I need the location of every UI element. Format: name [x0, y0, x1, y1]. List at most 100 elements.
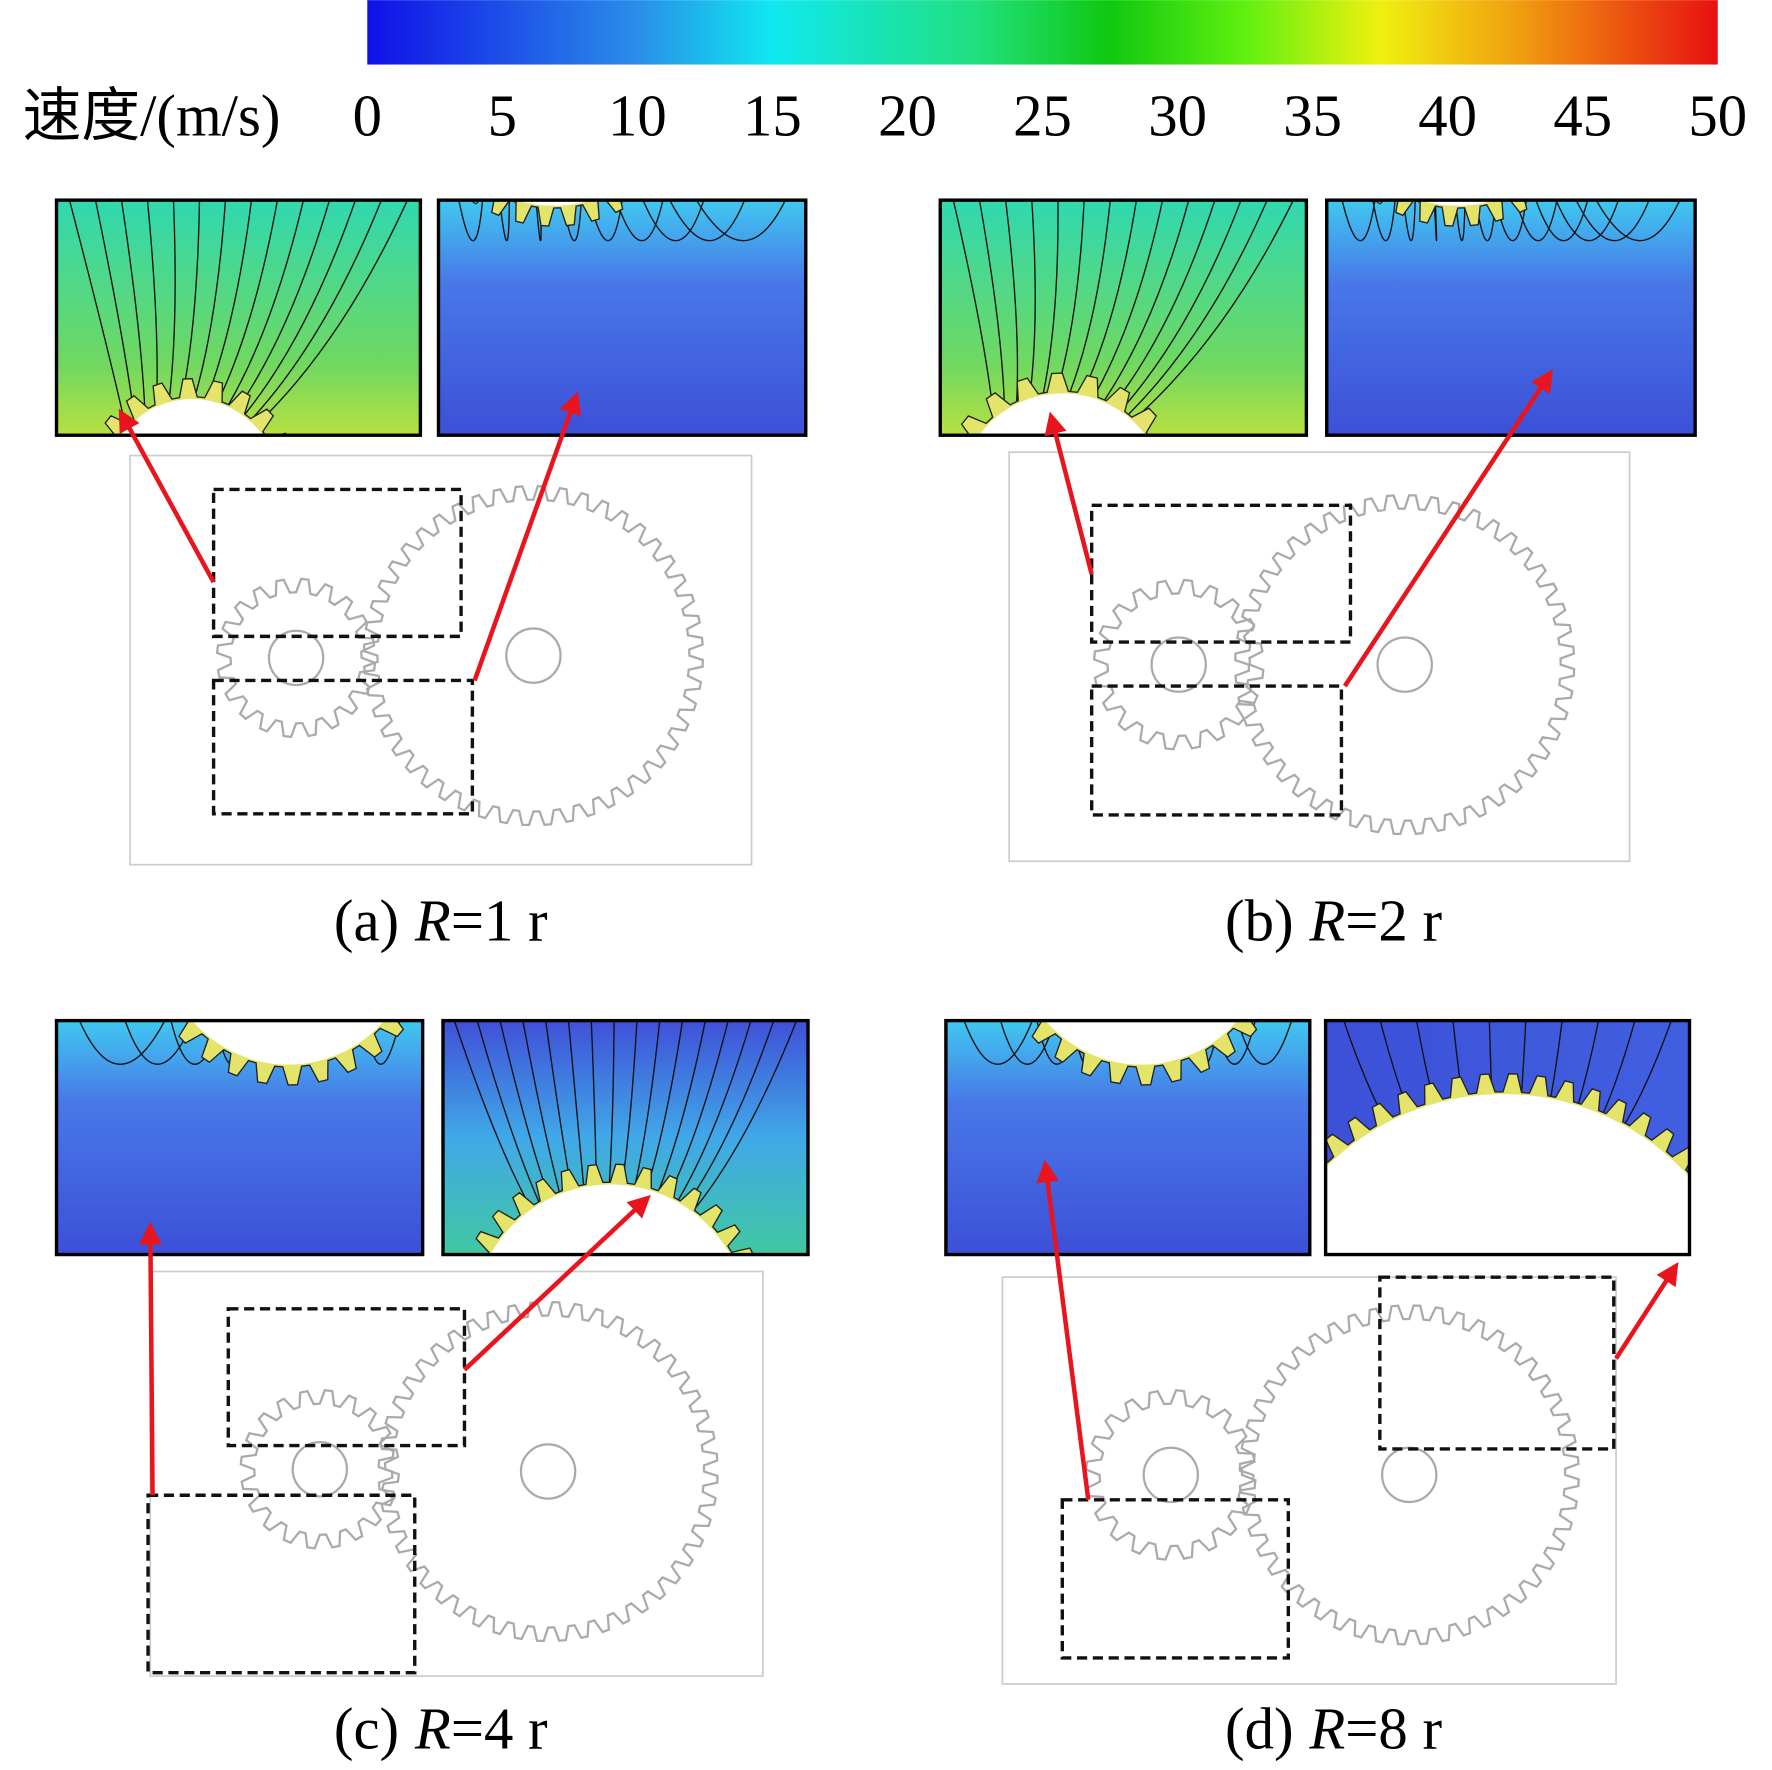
streamline	[1372, 200, 1396, 242]
streamline	[1595, 200, 1681, 242]
streamline	[1575, 200, 1650, 242]
streamline	[1341, 200, 1376, 242]
gear-outline	[239, 1389, 401, 1550]
streamline	[1108, 200, 1242, 424]
caption-tag: (c)	[334, 1696, 399, 1761]
zoom-box	[211, 487, 463, 639]
gear-outline	[1234, 494, 1576, 836]
shaft	[519, 1443, 577, 1500]
gear-outline	[1238, 1304, 1580, 1646]
zoom-arrow	[1614, 1262, 1679, 1360]
zoom-arrow	[472, 391, 581, 682]
caption-value: =4 r	[451, 1696, 548, 1761]
panel-caption: (d) R=8 r	[1225, 1696, 1442, 1761]
streamline	[238, 200, 357, 423]
gear-body	[121, 399, 263, 436]
streamline	[217, 200, 305, 423]
inset-frame	[1323, 1018, 1692, 1257]
zoom-box	[1378, 1275, 1616, 1451]
zoom-box	[146, 1493, 417, 1675]
shaft	[1376, 636, 1433, 693]
inset-frame	[944, 1018, 1312, 1257]
streamline	[1129, 200, 1294, 424]
caption-symbol: R	[1308, 1696, 1345, 1761]
zoom-box	[1060, 1498, 1291, 1660]
inset-frame	[54, 1018, 425, 1257]
inset-image	[438, 200, 806, 436]
colorbar-tick-label: 20	[878, 84, 937, 149]
inset-frame	[938, 198, 1309, 437]
gear-outline	[362, 485, 704, 827]
flow-domain	[1008, 451, 1631, 863]
streamline	[1237, 1020, 1293, 1065]
gear-body	[490, 1184, 731, 1255]
streamline	[68, 200, 126, 422]
colorbar-tick-label: 50	[1688, 84, 1747, 149]
streamline	[669, 200, 746, 242]
zoom-arrow	[1036, 1159, 1091, 1501]
gear-outline	[377, 1300, 719, 1643]
colorbar-tick-label: 40	[1418, 84, 1477, 149]
shaft	[267, 629, 325, 687]
colorbar-tick-label: 25	[1013, 84, 1072, 149]
streamline	[695, 200, 786, 242]
inset-image	[945, 1020, 1310, 1255]
colorbar-tick-label: 35	[1283, 84, 1342, 149]
gear-outline	[1092, 578, 1265, 751]
shaft	[1150, 636, 1207, 693]
zoom-box	[1089, 503, 1353, 644]
gear-teeth	[469, 200, 639, 227]
inset-frame	[441, 1018, 810, 1257]
zoom-arrow	[139, 1221, 162, 1496]
colorbar-tick-label: 5	[488, 84, 517, 149]
streamline	[458, 200, 484, 242]
colorbar-tick-label: 30	[1148, 84, 1207, 149]
caption-symbol: R	[414, 888, 451, 953]
streamline	[1119, 200, 1268, 424]
colorbar-label: 速度/(m/s)	[23, 84, 281, 149]
panel-caption: (b) R=2 r	[1225, 888, 1442, 953]
zoom-arrow	[1044, 411, 1094, 575]
shaft	[505, 627, 562, 684]
streamline	[1402, 200, 1416, 242]
caption-value: =1 r	[451, 888, 548, 953]
streamline	[615, 200, 664, 242]
caption-value: =2 r	[1345, 888, 1442, 953]
colorbar-tick-label: 0	[353, 84, 382, 149]
caption-symbol: R	[1308, 888, 1345, 953]
streamline	[1535, 200, 1589, 242]
colorbar-tick-label: 10	[608, 84, 667, 149]
streamline	[1433, 200, 1438, 242]
streamline	[1454, 200, 1466, 242]
zoom-arrow	[462, 1194, 651, 1372]
streamline	[259, 200, 409, 423]
zoom-arrow	[1342, 369, 1553, 688]
gear-teeth	[1373, 200, 1543, 227]
panels: (a) R=1 r (b) R=2 r(c) R=4 r (d) R=8 r	[54, 198, 1697, 1761]
streamline	[642, 200, 705, 242]
gear-body	[1045, 1020, 1238, 1065]
flow-domain	[149, 1270, 764, 1677]
shaft	[291, 1441, 349, 1498]
colorbar	[367, 0, 1718, 65]
inset-image	[56, 200, 421, 436]
zoom-arrow	[118, 408, 216, 584]
colorbar-tick-label: 45	[1553, 84, 1612, 149]
inset-image	[1326, 200, 1696, 436]
streamline	[963, 1020, 1033, 1065]
caption-symbol: R	[414, 1696, 451, 1761]
inset-image	[56, 1020, 423, 1255]
shaft	[1142, 1446, 1200, 1504]
gear-outline	[1084, 1389, 1257, 1561]
inset-image	[443, 1020, 809, 1255]
caption-tag: (b)	[1225, 888, 1294, 953]
streamline	[535, 200, 542, 242]
streamline	[1555, 200, 1620, 242]
inset-frame	[54, 198, 423, 437]
streamline	[120, 200, 147, 422]
zoom-box	[211, 678, 475, 816]
gear-body	[1325, 1094, 1690, 1255]
streamline	[78, 1020, 166, 1065]
caption-value: =8 r	[1345, 1696, 1442, 1761]
